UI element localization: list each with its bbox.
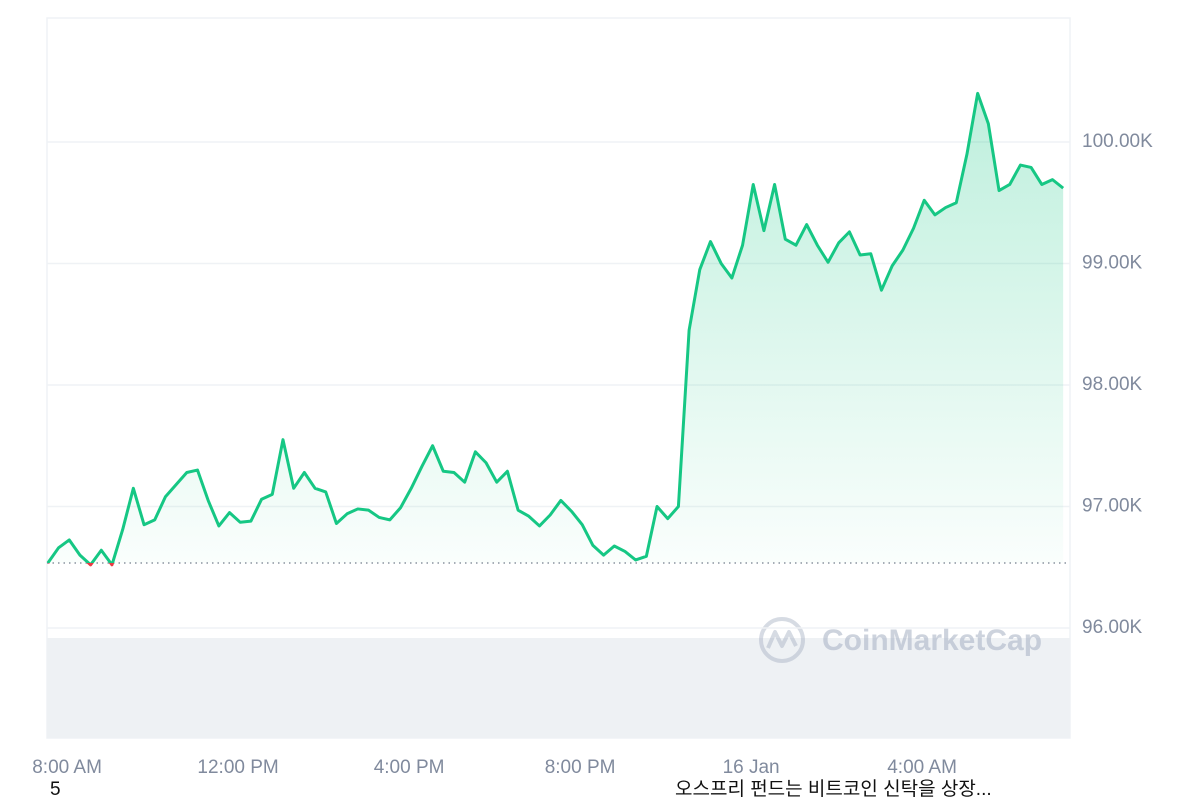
price-line xyxy=(46,91,1065,564)
x-tick-label: 4:00 PM xyxy=(374,757,445,778)
y-tick-label: 96.00K xyxy=(1082,617,1143,638)
x-tick-label: 4:00 AM xyxy=(887,757,957,778)
y-tick-label: 100.00K xyxy=(1082,131,1153,152)
y-tick-label: 97.00K xyxy=(1082,496,1143,517)
labels: 96.00K 97.00K 98.00K 99.00K 100.00K 8:00 AM 12… xyxy=(32,131,1153,778)
footer-index: 5 xyxy=(50,779,61,800)
x-tick-label: 8:00 PM xyxy=(545,757,616,778)
y-tick-label: 98.00K xyxy=(1082,374,1143,395)
volume-area xyxy=(47,638,1070,738)
news-ticker[interactable]: 오스프리 펀드는 비트코인 신탁을 상장... xyxy=(675,778,992,800)
x-tick-label: 16 Jan xyxy=(723,757,780,778)
watermark: CoinMarketCap xyxy=(822,624,1042,657)
y-tick-label: 99.00K xyxy=(1082,252,1143,273)
price-area xyxy=(47,93,1064,564)
x-tick-label: 8:00 AM xyxy=(32,757,102,778)
series xyxy=(46,91,1070,567)
watermark-logo xyxy=(759,617,805,663)
x-tick-label: 12:00 PM xyxy=(197,757,278,778)
